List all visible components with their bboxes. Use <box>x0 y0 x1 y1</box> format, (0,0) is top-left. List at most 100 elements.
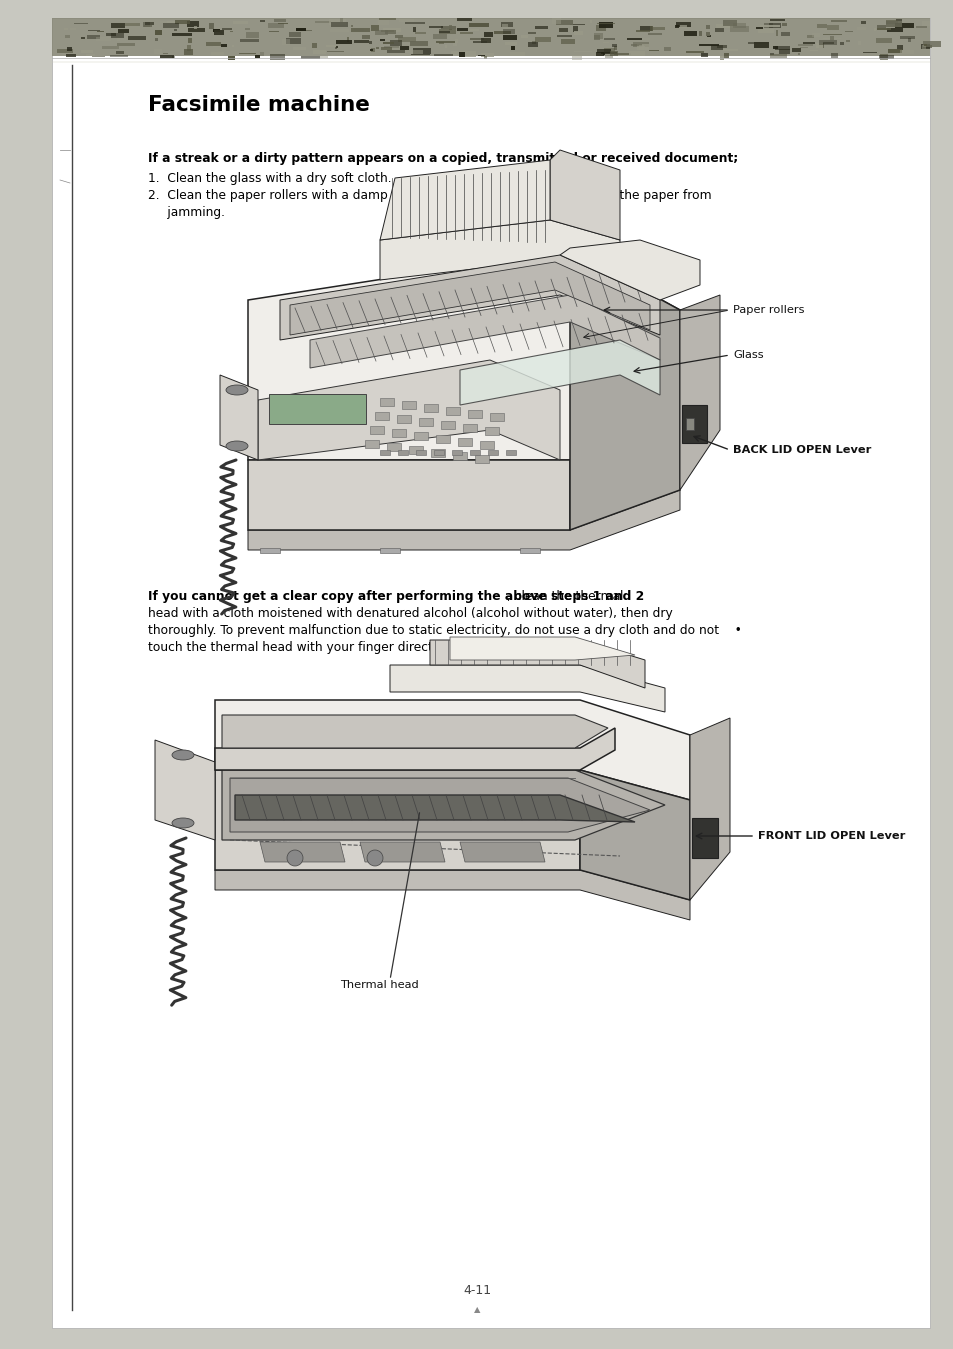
Bar <box>899 50 913 54</box>
Bar <box>604 55 612 58</box>
Bar <box>361 35 370 39</box>
Bar <box>490 413 503 421</box>
Bar <box>722 49 738 50</box>
Bar <box>377 20 389 26</box>
Bar <box>600 53 617 54</box>
Bar <box>683 31 697 36</box>
Bar <box>434 451 443 455</box>
Bar <box>293 47 305 50</box>
FancyBboxPatch shape <box>52 18 929 1327</box>
Bar <box>213 30 224 35</box>
Bar <box>459 31 472 34</box>
Bar <box>647 32 661 35</box>
Bar <box>116 51 124 54</box>
Bar <box>246 32 259 38</box>
Bar <box>596 26 605 31</box>
Polygon shape <box>579 770 689 900</box>
Bar <box>405 22 424 24</box>
Bar <box>469 23 489 27</box>
Bar <box>399 46 408 50</box>
Bar <box>614 53 630 54</box>
Bar <box>806 35 813 38</box>
Bar <box>779 50 789 54</box>
Bar <box>418 418 433 426</box>
Text: Thermal head: Thermal head <box>339 979 418 990</box>
Bar <box>753 42 768 49</box>
Bar <box>269 31 279 32</box>
Bar <box>815 43 822 47</box>
Bar <box>773 46 777 49</box>
Bar <box>375 30 388 35</box>
Bar <box>370 426 384 434</box>
Bar <box>819 43 823 49</box>
Text: BACK LID OPEN Lever: BACK LID OPEN Lever <box>732 445 870 455</box>
Bar <box>818 40 836 45</box>
Bar <box>876 28 890 30</box>
Bar <box>756 27 761 30</box>
Bar <box>483 55 487 59</box>
Bar <box>821 42 833 43</box>
Polygon shape <box>214 870 689 920</box>
Bar <box>172 32 192 36</box>
Polygon shape <box>220 375 257 460</box>
Polygon shape <box>222 770 664 840</box>
Bar <box>213 43 220 47</box>
Bar <box>558 27 567 31</box>
Bar <box>456 28 467 31</box>
Bar <box>480 38 491 43</box>
Bar <box>598 22 613 27</box>
Bar <box>603 49 615 53</box>
Text: Glass: Glass <box>732 349 762 360</box>
Bar <box>452 451 461 455</box>
Bar <box>436 40 455 43</box>
Bar <box>651 27 664 30</box>
Bar <box>387 50 405 53</box>
Bar <box>774 46 789 50</box>
Bar <box>626 38 640 40</box>
Bar <box>915 26 926 28</box>
Text: touch the thermal head with your finger directly.: touch the thermal head with your finger … <box>148 641 445 654</box>
Bar <box>444 45 447 49</box>
Bar <box>710 45 722 50</box>
Bar <box>313 50 326 54</box>
Bar <box>118 28 129 32</box>
Bar <box>125 23 140 26</box>
Bar <box>873 28 875 31</box>
Bar <box>840 42 843 45</box>
Bar <box>387 442 400 451</box>
Bar <box>378 18 395 20</box>
Bar <box>274 19 285 22</box>
Bar <box>721 20 737 26</box>
Text: ▲: ▲ <box>474 1306 479 1314</box>
Bar <box>112 36 119 38</box>
Bar <box>380 47 391 50</box>
Bar <box>87 54 94 55</box>
Bar <box>233 22 248 24</box>
Bar <box>920 45 929 49</box>
Bar <box>879 54 887 59</box>
Bar <box>921 46 925 49</box>
Bar <box>162 23 179 28</box>
Text: 4-11: 4-11 <box>462 1283 491 1296</box>
Bar <box>698 31 701 35</box>
Circle shape <box>367 850 382 866</box>
Bar <box>885 22 902 27</box>
Bar <box>384 46 398 49</box>
Bar <box>681 405 706 442</box>
Bar <box>781 32 789 36</box>
Bar <box>240 39 259 42</box>
Polygon shape <box>430 639 644 688</box>
Bar <box>398 19 413 22</box>
Polygon shape <box>214 770 579 870</box>
Polygon shape <box>359 842 444 862</box>
Bar <box>505 42 517 45</box>
Bar <box>301 55 319 59</box>
Bar <box>213 30 220 32</box>
Bar <box>887 49 901 53</box>
Polygon shape <box>459 340 659 405</box>
Bar <box>631 43 640 46</box>
Polygon shape <box>290 262 649 335</box>
Bar <box>210 23 213 30</box>
Bar <box>438 31 450 34</box>
Bar <box>410 50 422 54</box>
